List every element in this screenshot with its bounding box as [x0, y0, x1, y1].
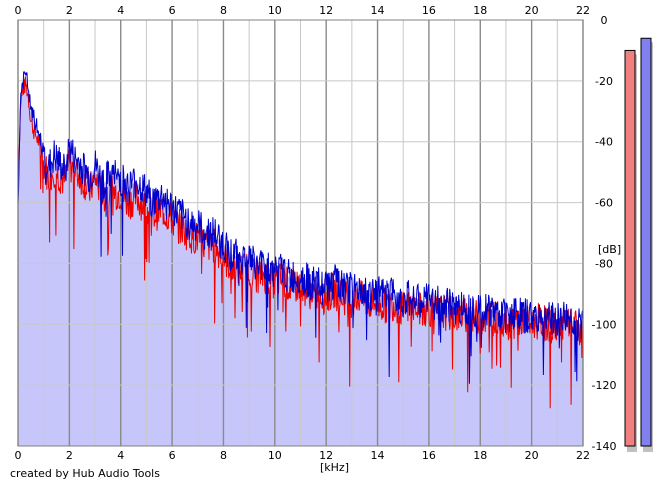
y-tick-label: -120 — [592, 379, 617, 392]
x-tick-label-top: 18 — [473, 4, 487, 17]
x-axis-label: [kHz] — [320, 461, 349, 474]
level-meters — [624, 37, 653, 453]
y-tick-label: -60 — [595, 197, 613, 210]
x-tick-label-bottom: 6 — [169, 449, 176, 462]
axis-layer — [17, 19, 584, 447]
x-tick-label-bottom: 10 — [268, 449, 282, 462]
x-tick-label-bottom: 4 — [117, 449, 124, 462]
x-tick-label-top: 8 — [220, 4, 227, 17]
y-tick-label: -80 — [595, 257, 613, 270]
x-tick-label-bottom: 22 — [576, 449, 590, 462]
x-tick-label-top: 20 — [525, 4, 539, 17]
y-tick-label: -40 — [595, 136, 613, 149]
series-layer — [17, 71, 584, 409]
credit-text: created by Hub Audio Tools — [10, 467, 160, 480]
x-tick-label-top: 16 — [422, 4, 436, 17]
series-line-blue — [17, 71, 584, 384]
tick-label-layer: 002244668810101212141416161818202022220-… — [15, 4, 617, 462]
x-tick-label-top: 4 — [117, 4, 124, 17]
x-tick-label-top: 22 — [576, 4, 590, 17]
y-tick-label: -100 — [592, 318, 617, 331]
plot-frame — [17, 19, 584, 447]
x-tick-label-bottom: 0 — [15, 449, 22, 462]
y-axis-label: [dB] — [598, 243, 621, 256]
right-level-meter — [640, 37, 652, 447]
y-tick-label: -140 — [592, 440, 617, 453]
x-tick-label-top: 6 — [169, 4, 176, 17]
x-tick-label-bottom: 20 — [525, 449, 539, 462]
x-tick-label-bottom: 18 — [473, 449, 487, 462]
x-tick-label-bottom: 2 — [66, 449, 73, 462]
x-tick-label-bottom: 14 — [371, 449, 385, 462]
left-level-meter — [624, 49, 636, 447]
x-tick-label-bottom: 8 — [220, 449, 227, 462]
spectrum-fill-layer — [18, 74, 583, 447]
y-tick-label: 0 — [601, 14, 608, 27]
spectrum-area — [18, 74, 583, 447]
x-tick-label-bottom: 16 — [422, 449, 436, 462]
y-tick-label: -20 — [595, 75, 613, 88]
x-tick-label-top: 10 — [268, 4, 282, 17]
x-tick-label-top: 12 — [319, 4, 333, 17]
x-tick-label-bottom: 12 — [319, 449, 333, 462]
x-tick-label-top: 14 — [371, 4, 385, 17]
x-tick-label-top: 0 — [15, 4, 22, 17]
x-tick-label-top: 2 — [66, 4, 73, 17]
